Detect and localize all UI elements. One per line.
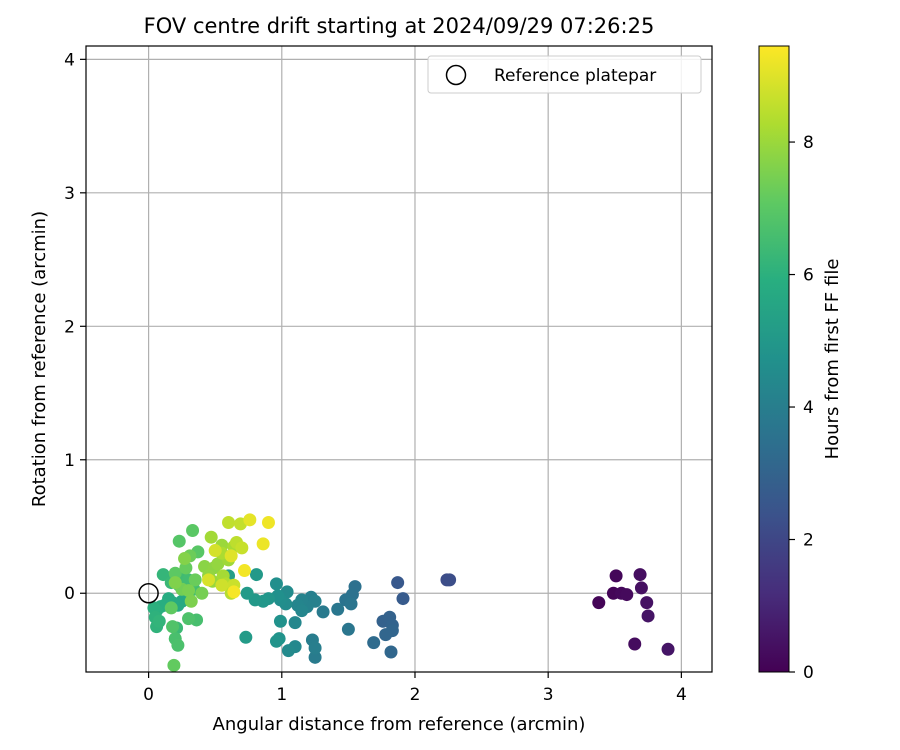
y-tick-label: 1: [64, 451, 75, 471]
scatter-point: [269, 577, 283, 591]
scatter-point: [634, 581, 648, 595]
scatter-point: [344, 597, 358, 611]
scatter-point: [188, 573, 202, 587]
scatter-point: [168, 566, 182, 580]
scatter-point: [295, 604, 309, 618]
scatter-point: [316, 605, 330, 619]
scatter-point: [182, 612, 196, 626]
scatter-point: [261, 516, 275, 530]
scatter-point: [308, 641, 322, 655]
y-tick-label: 3: [64, 184, 75, 204]
scatter-point: [308, 650, 322, 664]
chart-title: FOV centre drift starting at 2024/09/29 …: [144, 14, 655, 38]
colorbar-tick-label: 8: [803, 133, 814, 153]
scatter-point: [288, 616, 302, 630]
plot-frame: [85, 45, 713, 673]
scatter-point: [152, 614, 166, 628]
scatter-point: [215, 578, 229, 592]
scatter-point: [240, 586, 254, 600]
colorbar: 0 2 4 6 8 Hours from first FF file: [758, 45, 843, 683]
scatter-point: [243, 513, 257, 527]
colorbar-tick-label: 0: [803, 663, 814, 683]
y-tick-label: 4: [64, 50, 75, 70]
scatter-point: [641, 609, 655, 623]
scatter-point: [211, 557, 225, 571]
colorbar-tick-label: 2: [803, 531, 814, 551]
scatter-point: [609, 569, 623, 583]
scatter-point: [186, 524, 200, 538]
axis-ticks: 0 1 2 3 4 0 1 2 3 4: [64, 50, 687, 705]
scatter-point: [235, 541, 249, 555]
scatter-point: [661, 642, 675, 656]
scatter-point: [331, 602, 345, 616]
scatter-point: [224, 549, 238, 563]
scatter-point: [227, 585, 241, 599]
legend-box: [427, 55, 702, 94]
y-tick-label: 0: [64, 584, 75, 604]
scatter-point: [341, 622, 355, 636]
scatter-point: [384, 645, 398, 659]
scatter-point: [628, 637, 642, 651]
colorbar-label: Hours from first FF file: [822, 259, 843, 460]
scatter-point: [164, 601, 178, 615]
scatter-point: [256, 537, 270, 551]
scatter-point: [184, 594, 198, 608]
scatter-point: [273, 614, 287, 628]
x-tick-label: 2: [410, 685, 421, 705]
legend-label: Reference platepar: [494, 66, 656, 86]
scatter-point: [178, 552, 192, 566]
scatter-point: [168, 576, 182, 590]
scatter-point: [281, 644, 295, 658]
scatter-point: [237, 564, 251, 578]
scatter-point: [222, 516, 236, 530]
scatter-point: [269, 634, 283, 648]
scatter-point: [391, 576, 405, 590]
colorbar-tick-label: 4: [803, 398, 814, 418]
legend-marker: [445, 64, 467, 86]
scatter-point: [239, 630, 253, 644]
scatter-point: [167, 658, 181, 672]
x-tick-label: 4: [676, 685, 687, 705]
scatter-point: [172, 534, 186, 548]
scatter-point: [640, 596, 654, 610]
colorbar-gradient: [758, 45, 790, 673]
scatter-point: [367, 636, 381, 650]
scatter-point: [171, 638, 185, 652]
scatter-point: [156, 568, 170, 582]
scatter-point: [208, 544, 222, 558]
scatter-point: [202, 573, 216, 587]
scatter-point: [379, 628, 393, 642]
y-axis-label: Rotation from reference (arcmin): [29, 211, 50, 507]
scatter-point: [592, 596, 606, 610]
scatter-point: [166, 620, 180, 634]
scatter-point: [396, 592, 410, 606]
x-tick-label: 3: [543, 685, 554, 705]
scatter-point: [620, 588, 634, 602]
legend: Reference platepar: [427, 55, 702, 94]
reference-platepar-marker: [138, 582, 159, 604]
colorbar-ticks: 0 2 4 6 8: [789, 133, 814, 683]
x-tick-label: 1: [276, 685, 287, 705]
x-tick-label: 0: [143, 685, 154, 705]
scatter-point: [249, 568, 263, 582]
y-tick-label: 2: [64, 317, 75, 337]
data-points: [147, 513, 675, 672]
scatter-point: [195, 586, 209, 600]
scatter-point: [204, 530, 218, 544]
scatter-point: [182, 584, 196, 598]
scatter-point: [633, 568, 647, 582]
scatter-point: [443, 573, 457, 587]
x-axis-label: Angular distance from reference (arcmin): [213, 714, 586, 735]
colorbar-tick-label: 6: [803, 266, 814, 286]
